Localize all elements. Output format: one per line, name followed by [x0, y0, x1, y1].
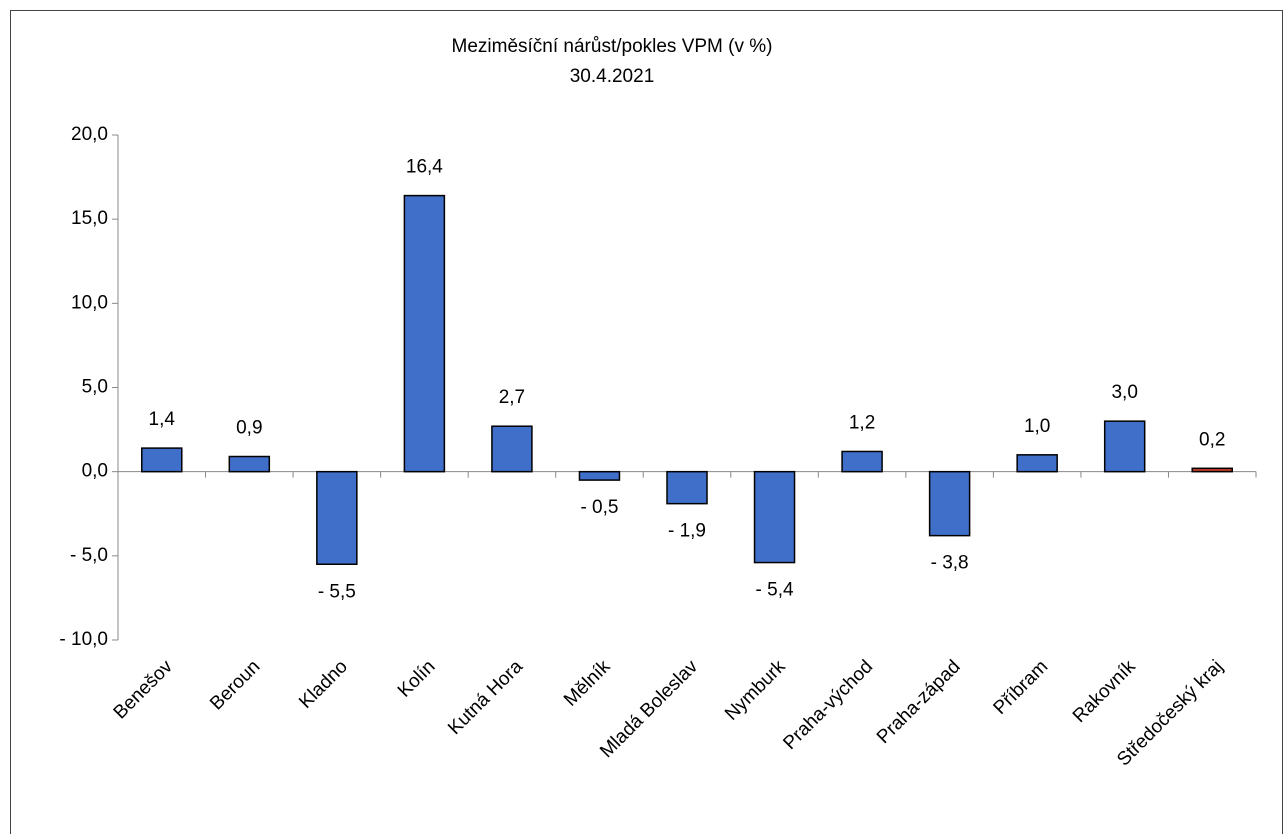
bar: [841, 450, 883, 473]
y-tick-label: 0,0: [82, 461, 108, 482]
value-label: 1,0: [1024, 416, 1050, 437]
bar: [316, 470, 358, 565]
y-tick-label: 15,0: [71, 208, 108, 229]
chart-subtitle: 30.4.2021: [570, 66, 655, 87]
bar: [928, 470, 971, 537]
bar: [666, 470, 708, 505]
y-tick-label: - 5,0: [70, 545, 108, 566]
bar: [578, 470, 621, 481]
y-tick-label: 5,0: [82, 377, 108, 398]
value-label: - 5,4: [756, 580, 794, 601]
value-label: - 0,5: [580, 497, 618, 518]
bar: [491, 425, 533, 473]
y-tick-label: 20,0: [71, 124, 108, 145]
value-label: - 3,8: [931, 553, 969, 574]
bar: [228, 455, 271, 473]
y-tick-label: 10,0: [71, 292, 108, 313]
value-label: 1,2: [849, 412, 875, 433]
value-label: - 5,5: [318, 581, 356, 602]
value-label: - 1,9: [668, 521, 706, 542]
bar: [141, 447, 183, 473]
chart-border: [10, 10, 1283, 834]
bar: [1016, 454, 1058, 473]
value-label: 3,0: [1111, 382, 1137, 403]
value-label: 16,4: [406, 157, 443, 178]
value-label: 0,2: [1199, 429, 1225, 450]
bar: [1191, 467, 1233, 473]
value-label: 1,4: [149, 409, 176, 430]
value-label: 2,7: [499, 387, 525, 408]
value-label: 0,9: [236, 418, 262, 439]
bar: [1103, 420, 1146, 473]
chart-title: Meziměsíční nárůst/pokles VPM (v %): [452, 36, 773, 57]
bar: [753, 470, 796, 564]
bar: [403, 194, 446, 473]
y-tick-label: - 10,0: [59, 629, 108, 650]
